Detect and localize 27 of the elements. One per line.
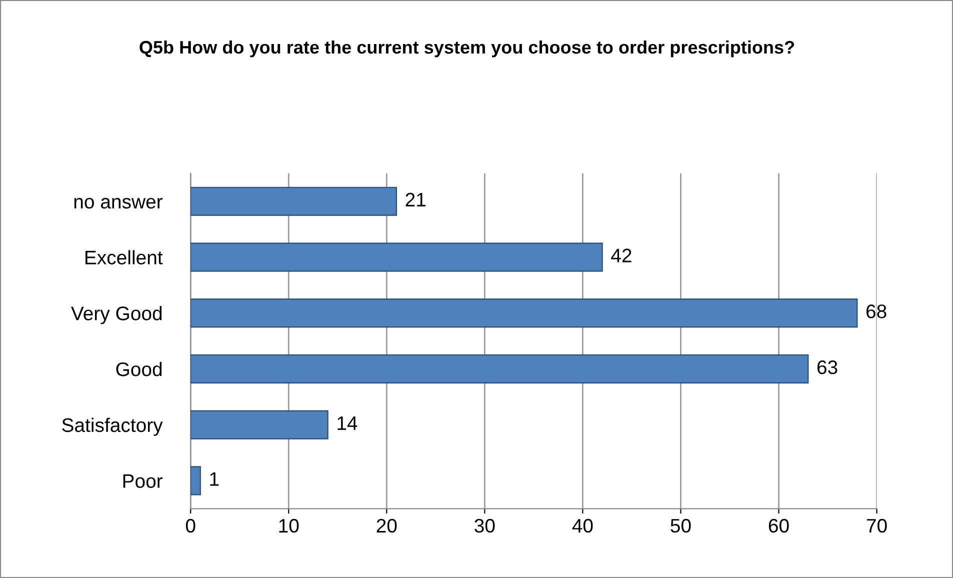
x-tick-label: 20 [376,518,397,533]
bar [190,354,809,384]
chart-title: Q5b How do you rate the current system you choose to order prescriptions? [140,40,794,58]
x-tick-label: 0 [186,518,196,533]
bar [190,186,398,216]
data-label: 21 [406,192,426,206]
bar [190,298,858,328]
y-tick-label: Satisfactory [62,418,163,436]
x-tick-label: 10 [279,518,299,533]
y-tick-label: Excellent [86,250,163,264]
data-label: 14 [338,416,358,430]
x-tick-label: 70 [866,518,887,533]
y-tick-label: no answer [74,198,163,209]
x-tick-label: 60 [768,518,789,533]
data-label: 1 [210,472,219,486]
bar [190,242,603,272]
bar [190,466,201,496]
data-label: 42 [611,248,632,262]
bar [190,410,328,440]
data-label: 63 [817,360,838,374]
x-tick-label: 50 [670,518,691,533]
x-tick-label: 40 [572,518,593,533]
y-tick-label: Good [116,362,162,376]
data-label: 68 [866,304,886,318]
x-tick-label: 30 [474,518,495,533]
y-tick-label: Very Good [71,306,162,324]
y-tick-label: Poor [123,474,162,488]
